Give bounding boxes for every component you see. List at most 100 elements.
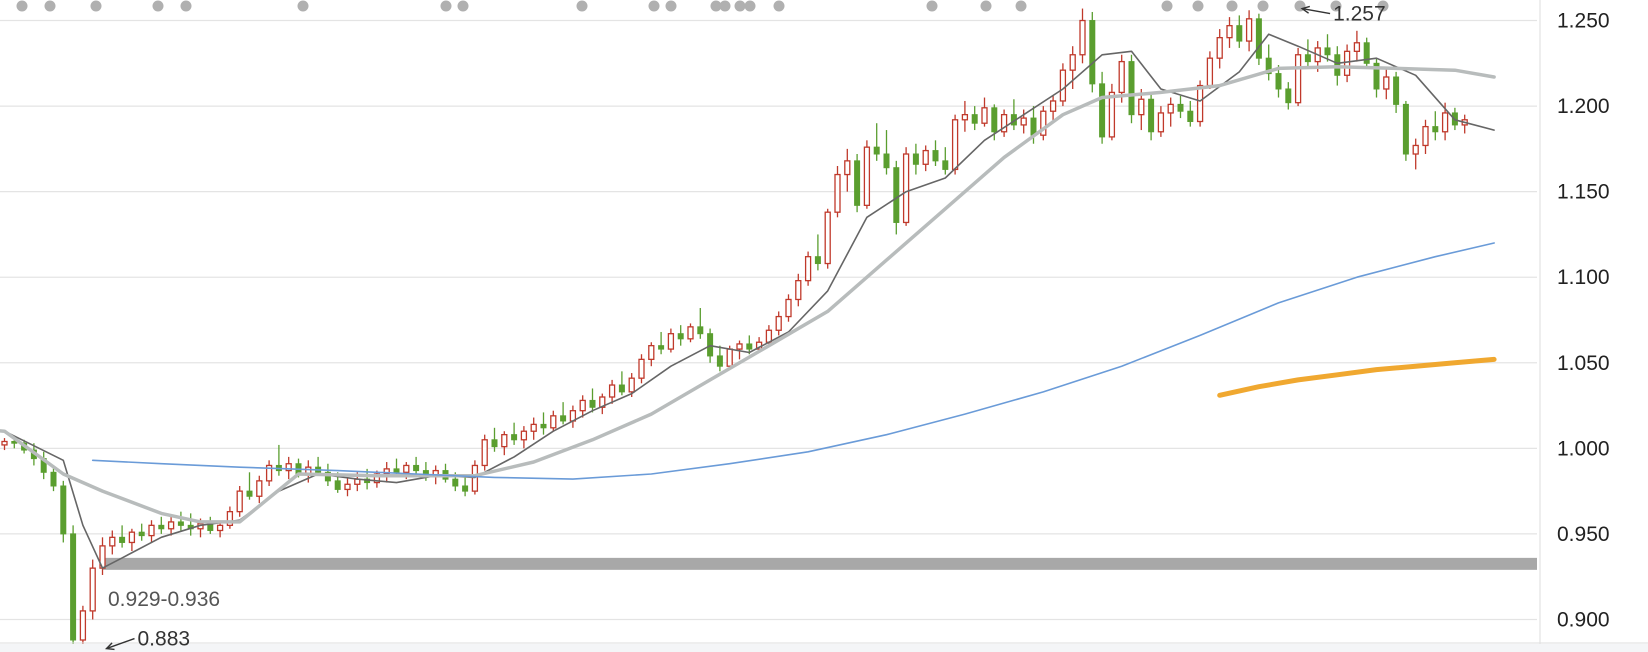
candle-body-down [912, 153, 919, 165]
marker-dot [648, 0, 660, 12]
marker-dot [665, 0, 677, 12]
candle-body-down [491, 439, 498, 448]
candle-body-up [902, 153, 910, 224]
candle-body-down [942, 160, 949, 170]
candle-body-down [119, 536, 126, 543]
candle-body-up [736, 343, 743, 350]
candle-body-up [1040, 110, 1047, 136]
candle-body-down [462, 485, 469, 492]
marker-dot [773, 0, 785, 12]
candle-body-up [1167, 103, 1174, 114]
candle-body-up [403, 464, 410, 473]
candle-body-down [883, 153, 890, 169]
ma-line-2 [0, 64, 1496, 524]
candle-body-up [579, 399, 586, 412]
annotation-label: 1.257 [1333, 3, 1386, 26]
candle-body-up [775, 315, 782, 331]
candles [1, 8, 1468, 649]
marker-dot [44, 0, 56, 12]
marker-dot [1015, 0, 1027, 12]
candle-body-up [785, 298, 792, 318]
candle-body-down [1324, 47, 1331, 56]
candle-body-down [873, 146, 880, 155]
candle-body-down [1089, 20, 1096, 85]
candle-body-down [50, 471, 57, 487]
candle-body-up [79, 610, 87, 641]
marker-dot [980, 0, 992, 12]
annotation-arrow [106, 637, 135, 650]
candle-body-down [1187, 110, 1194, 122]
candle-body-up [89, 567, 96, 612]
candle-body-down [1255, 18, 1262, 59]
candle-body-down [1148, 98, 1155, 133]
candle-body-down [971, 114, 978, 124]
candle-body-up [501, 434, 508, 448]
annotation-arrow-head [104, 642, 115, 651]
marker-dots [16, 0, 1389, 12]
ma-line-1 [0, 33, 1495, 569]
marker-dot [734, 0, 746, 12]
marker-dot [1330, 0, 1342, 12]
candle-body-up [638, 358, 645, 379]
grid-lines [0, 19, 1537, 621]
marker-dot [1226, 0, 1238, 12]
candle-body-down [746, 343, 753, 350]
candle-body-up [834, 173, 841, 213]
candle-body-down [1177, 103, 1184, 112]
candle-body-up [1118, 60, 1125, 94]
candle-body-down [1128, 61, 1135, 116]
candle-body-down [932, 150, 939, 162]
candle-body-up [628, 377, 635, 393]
candle-body-up [804, 256, 812, 282]
candle-body-up [471, 464, 479, 492]
candle-body-down [324, 471, 331, 482]
candle-body-down [1099, 83, 1106, 138]
candle-body-up [285, 463, 292, 472]
candle-body-down [854, 160, 861, 206]
candle-body-up [226, 511, 234, 526]
marker-dot [440, 0, 452, 12]
candle-body-down [707, 333, 714, 357]
candle-body-down [452, 478, 459, 487]
candle-body-up [1020, 117, 1027, 126]
marker-dot [1257, 0, 1269, 12]
candle-body-up [1059, 69, 1067, 102]
candle-body-up [1206, 57, 1214, 87]
candle-body-up [520, 430, 528, 441]
candle-body-up [1157, 112, 1165, 133]
candle-body-up [1079, 19, 1086, 56]
marker-dot [1161, 0, 1173, 12]
candle-body-up [167, 521, 175, 530]
support-zone-label: 0.929-0.936 [108, 588, 220, 611]
candle-body-up [530, 423, 537, 432]
candle-body-down [893, 167, 900, 223]
candle-body-up [667, 333, 675, 350]
candle-body-down [1363, 42, 1370, 64]
support-zone-band [103, 557, 1537, 570]
candle-body-up [1422, 125, 1429, 147]
candle-body-up [863, 146, 871, 206]
candle-body-up [1294, 54, 1302, 104]
candle-body-up [550, 415, 557, 429]
candle-body-down [1265, 57, 1272, 75]
y-tick-label: 1.100 [1557, 266, 1610, 289]
candle-body-up [981, 107, 988, 124]
candle-body-up [128, 531, 136, 544]
bottom-bar [0, 644, 1648, 652]
candle-body-down [393, 468, 400, 473]
candle-body-down [158, 524, 165, 530]
candle-body-down [177, 521, 184, 526]
candle-body-up [344, 483, 351, 491]
candle-body-up [608, 384, 616, 398]
candle-body-down [1393, 76, 1400, 105]
candle-body-down [511, 434, 518, 441]
candle-body-down [246, 490, 253, 497]
candle-body-down [716, 355, 723, 367]
candle-body-up [256, 480, 263, 497]
candle-body-up [726, 348, 733, 367]
candle-body-up [1196, 84, 1204, 123]
candle-body-up [687, 326, 694, 340]
